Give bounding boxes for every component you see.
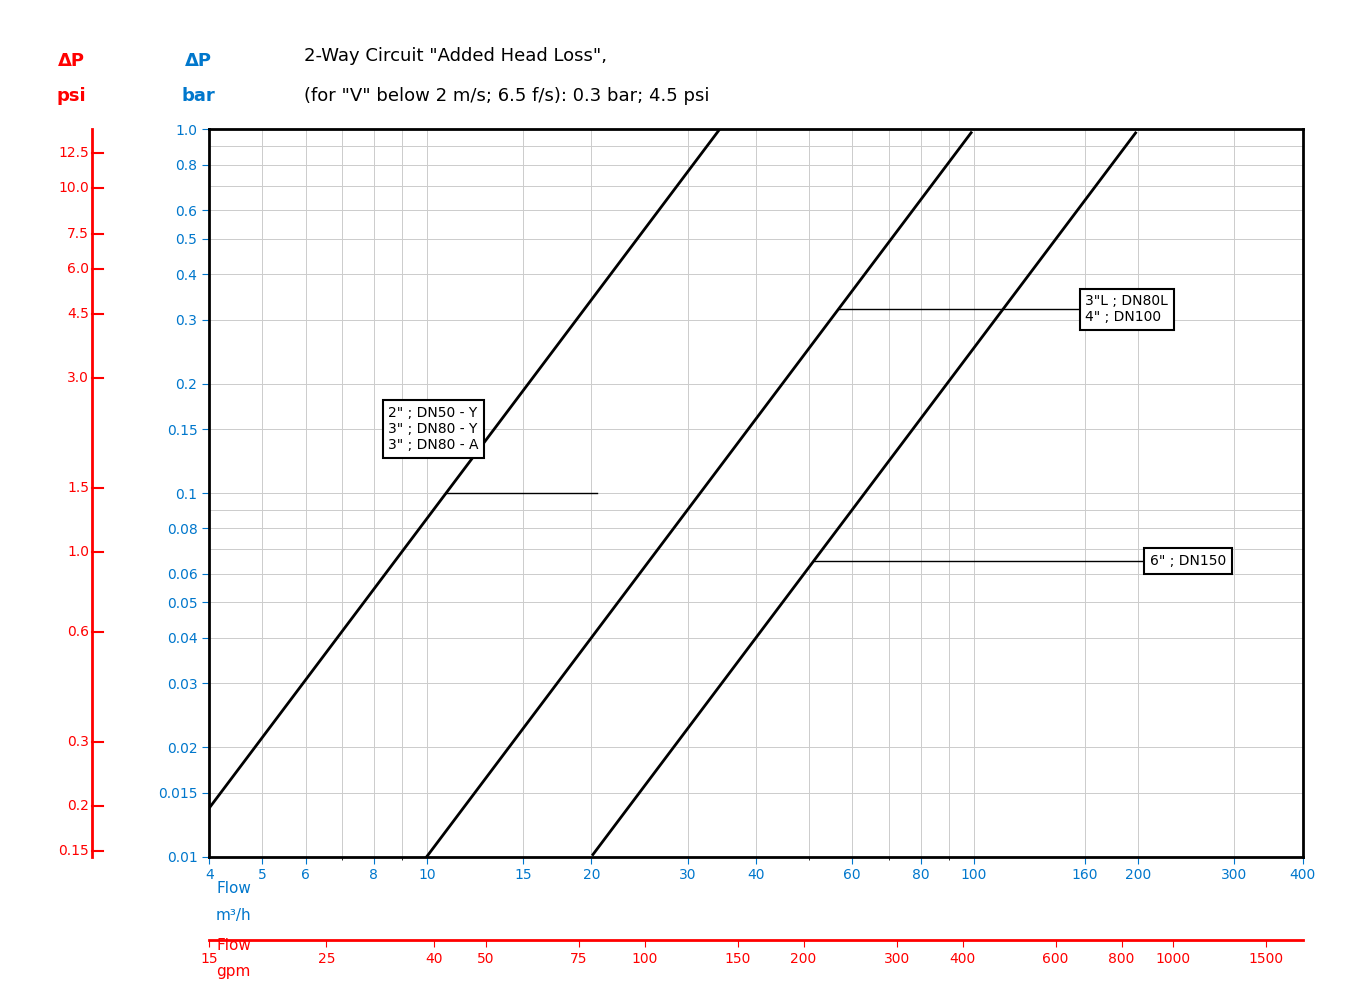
Text: Flow: Flow bbox=[216, 938, 251, 953]
Text: m³/h: m³/h bbox=[216, 908, 251, 923]
Text: 0.2: 0.2 bbox=[68, 799, 89, 813]
Text: 2-Way Circuit "Added Head Loss",: 2-Way Circuit "Added Head Loss", bbox=[304, 47, 606, 65]
Text: 12.5: 12.5 bbox=[58, 146, 89, 160]
Text: 6.0: 6.0 bbox=[68, 262, 89, 276]
Text: 0.3: 0.3 bbox=[68, 735, 89, 749]
Text: 3"L ; DN80L
4" ; DN100: 3"L ; DN80L 4" ; DN100 bbox=[1085, 294, 1168, 325]
Text: 3.0: 3.0 bbox=[68, 372, 89, 385]
Text: 2" ; DN50 - Y
3" ; DN80 - Y
3" ; DN80 - A: 2" ; DN50 - Y 3" ; DN80 - Y 3" ; DN80 - … bbox=[389, 405, 479, 452]
Text: psi: psi bbox=[57, 87, 86, 105]
Text: 6" ; DN150: 6" ; DN150 bbox=[1150, 554, 1226, 568]
Text: 0.6: 0.6 bbox=[68, 625, 89, 639]
Text: 1.0: 1.0 bbox=[68, 545, 89, 559]
Text: 4.5: 4.5 bbox=[68, 307, 89, 322]
Text: gpm: gpm bbox=[216, 964, 250, 979]
Text: 7.5: 7.5 bbox=[68, 227, 89, 241]
Text: Flow: Flow bbox=[216, 881, 251, 896]
Text: bar: bar bbox=[181, 87, 215, 105]
Text: ΔP: ΔP bbox=[185, 52, 212, 70]
Text: ΔP: ΔP bbox=[58, 52, 85, 70]
Text: (for "V" below 2 m/s; 6.5 f/s): 0.3 bar; 4.5 psi: (for "V" below 2 m/s; 6.5 f/s): 0.3 bar;… bbox=[304, 87, 709, 105]
Text: 1.5: 1.5 bbox=[68, 481, 89, 495]
Text: 0.15: 0.15 bbox=[58, 845, 89, 859]
Text: 10.0: 10.0 bbox=[58, 181, 89, 195]
